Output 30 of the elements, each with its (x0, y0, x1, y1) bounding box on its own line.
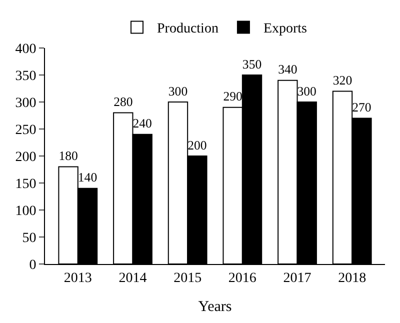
data-label: 350 (242, 57, 262, 72)
y-tick-label: 50 (22, 230, 36, 246)
x-tick-label: 2017 (283, 270, 312, 286)
data-label: 300 (168, 84, 188, 98)
data-label: 320 (332, 74, 352, 88)
data-label: 270 (352, 100, 372, 115)
x-tick-label: 2013 (64, 270, 92, 286)
x-tick-label: 2015 (174, 270, 202, 286)
x-tick-label: 2014 (118, 270, 147, 286)
y-tick-label: 250 (15, 122, 36, 138)
x-tick-label: 2016 (228, 270, 256, 286)
y-tick-label: 150 (15, 176, 36, 192)
data-label: 180 (58, 149, 78, 164)
y-tick-label: 0 (29, 258, 36, 273)
y-tick-label: 300 (15, 96, 36, 111)
data-label: 240 (132, 116, 152, 131)
x-axis-title: Years (198, 298, 232, 315)
y-tick-label: 200 (15, 150, 36, 165)
data-label: 200 (188, 138, 207, 152)
legend-label: Exports (263, 22, 308, 37)
legend-label: Production (157, 22, 218, 37)
data-label: 300 (297, 84, 316, 98)
y-tick-label: 100 (15, 204, 36, 219)
y-tick-label: 400 (15, 42, 36, 57)
data-label: 290 (223, 90, 242, 104)
data-label: 340 (278, 62, 298, 77)
data-label: 280 (114, 95, 133, 110)
x-tick-label: 2018 (338, 270, 366, 286)
data-label: 140 (78, 170, 98, 185)
y-tick-label: 350 (15, 68, 36, 84)
